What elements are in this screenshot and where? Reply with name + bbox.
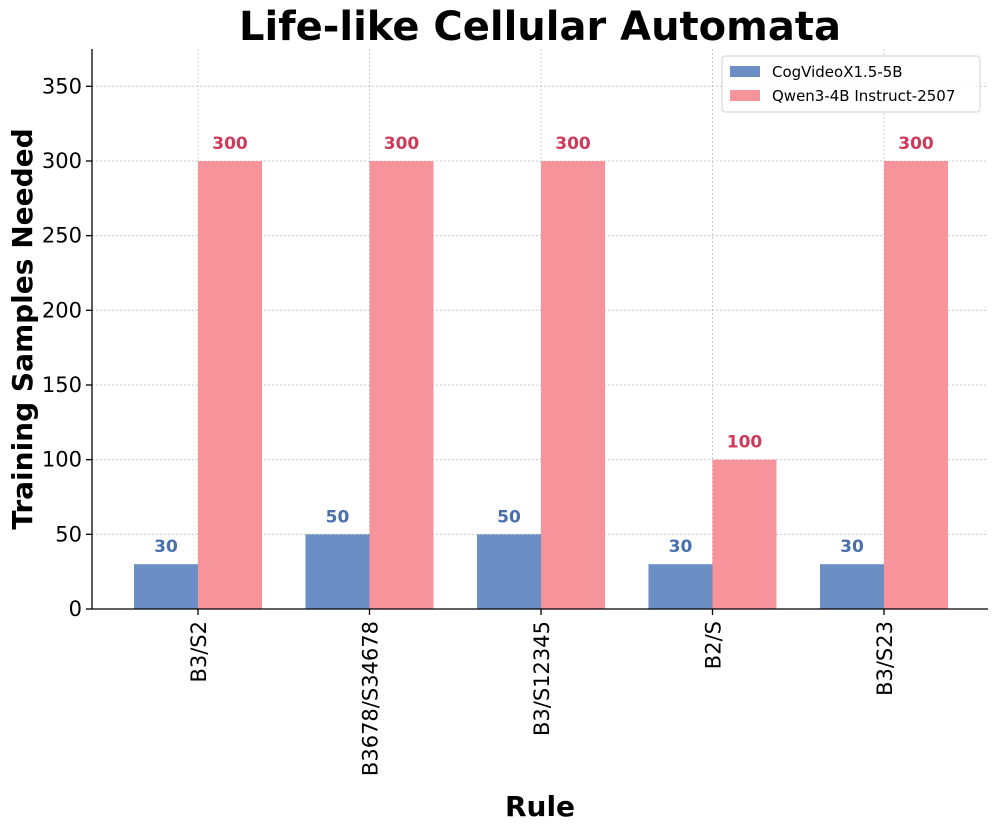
x-tick-label: B3/S12345 <box>530 621 554 736</box>
x-tick-label: B3/S2 <box>187 621 211 683</box>
bar-qwen3-4 <box>884 161 948 609</box>
bar-qwen3-0 <box>198 161 262 609</box>
y-tick-label: 200 <box>42 298 82 322</box>
bar-cogvideox-3 <box>648 564 713 609</box>
legend-label: CogVideoX1.5-5B <box>772 63 903 81</box>
legend-label: Qwen3-4B Instruct-2507 <box>772 87 955 105</box>
data-label: 300 <box>555 134 591 154</box>
y-tick-label: 350 <box>42 74 82 98</box>
data-label: 30 <box>154 537 178 557</box>
legend-swatch <box>730 90 760 101</box>
x-axis-label: Rule <box>505 790 575 823</box>
data-label: 30 <box>669 537 693 557</box>
x-tick-label: B2/S <box>702 621 726 669</box>
x-tick-labels: B3/S2 B3678/S34678 B3/S12345 B2/S B3/S23 <box>187 621 897 776</box>
data-label: 50 <box>497 507 521 527</box>
data-label: 300 <box>384 134 420 154</box>
data-label: 100 <box>727 433 763 453</box>
y-tick-labels: 0 50 100 150 200 250 300 350 <box>42 74 82 621</box>
bars <box>134 161 948 609</box>
y-tick-label: 150 <box>42 373 82 397</box>
bar-cogvideox-4 <box>820 564 884 609</box>
legend-swatch <box>730 66 760 77</box>
data-label: 300 <box>898 134 934 154</box>
bar-cogvideox-2 <box>477 534 541 609</box>
y-tick-label: 250 <box>42 224 82 248</box>
bar-cogvideox-1 <box>305 534 370 609</box>
axes <box>86 49 988 615</box>
y-tick-label: 300 <box>42 149 82 173</box>
bar-qwen3-2 <box>541 161 605 609</box>
data-label: 300 <box>212 134 248 154</box>
data-label: 30 <box>840 537 864 557</box>
x-tick-label: B3/S23 <box>873 621 897 696</box>
y-tick-label: 100 <box>42 448 82 472</box>
data-labels: 30 50 50 30 30 300 300 300 100 300 <box>154 134 934 557</box>
bar-qwen3-1 <box>369 161 434 609</box>
x-tick-label: B3678/S34678 <box>359 621 383 776</box>
y-tick-label: 0 <box>69 597 82 621</box>
y-tick-label: 50 <box>55 522 82 546</box>
chart-title: Life-like Cellular Automata <box>239 4 841 50</box>
y-axis-label: Training Samples Needed <box>6 128 39 529</box>
bar-cogvideox-0 <box>134 564 198 609</box>
data-label: 50 <box>326 507 350 527</box>
legend-box <box>721 55 981 113</box>
bar-qwen3-3 <box>712 459 777 609</box>
legend: CogVideoX1.5-5B Qwen3-4B Instruct-2507 <box>721 55 981 113</box>
